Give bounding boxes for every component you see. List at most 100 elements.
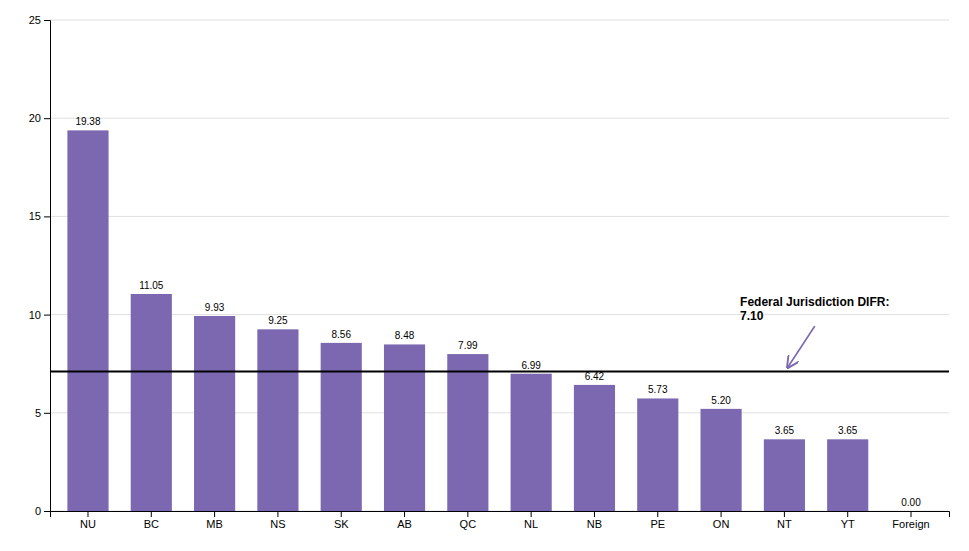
data-label: 9.93 <box>205 302 225 313</box>
data-label: 9.25 <box>268 315 288 326</box>
bar <box>701 409 742 511</box>
data-label: 5.73 <box>648 384 668 395</box>
tick: QC <box>460 511 477 530</box>
annotation-text: Federal Jurisdiction DIFR:7.10 <box>740 295 889 323</box>
tick: NB <box>587 511 602 530</box>
tick-label: MB <box>206 518 223 530</box>
tick: Foreign <box>892 511 929 530</box>
tick-label: QC <box>460 518 477 530</box>
tick: 10 <box>29 309 50 321</box>
tick: NL <box>524 511 538 530</box>
tick: 0 <box>35 505 50 517</box>
tick-mark <box>44 20 50 21</box>
tick-label: YT <box>841 518 855 530</box>
tick-label: NS <box>270 518 285 530</box>
tick-label: 25 <box>29 14 41 26</box>
tick-mark <box>721 511 722 517</box>
tick-label: Foreign <box>892 518 929 530</box>
tick-label: BC <box>144 518 159 530</box>
tick-label: PE <box>650 518 665 530</box>
tick-mark <box>531 511 532 517</box>
tick-label: 0 <box>35 505 41 517</box>
bar <box>447 354 488 511</box>
bar <box>890 511 931 512</box>
x-axis: NU BC MB NS SK AB QC NL NB PE ON NT YT Foreign <box>51 511 950 530</box>
tick-label: 20 <box>29 112 41 124</box>
tick-label: NL <box>524 518 538 530</box>
bars <box>50 130 949 511</box>
tick: SK <box>334 511 349 530</box>
tick-mark <box>44 118 50 119</box>
data-label: 5.20 <box>711 395 731 406</box>
bar <box>257 329 298 511</box>
tick: YT <box>841 511 855 530</box>
tick-mark <box>44 413 50 414</box>
tick: NU <box>80 511 96 530</box>
axis-line <box>51 512 950 518</box>
grid <box>50 20 949 511</box>
data-label: 19.38 <box>75 116 100 127</box>
grid-line <box>50 118 949 119</box>
tick: 5 <box>35 407 50 419</box>
bar <box>67 130 108 511</box>
tick-label: AB <box>397 518 412 530</box>
y-axis: 0 5 10 15 20 25 <box>29 14 51 517</box>
grid-line <box>50 412 949 413</box>
tick-mark <box>341 511 342 517</box>
tick: NT <box>777 511 792 530</box>
bar <box>764 439 805 511</box>
bar <box>384 344 425 511</box>
tick: ON <box>713 511 730 530</box>
tick-mark <box>44 216 50 217</box>
annotation-arrow <box>788 326 815 368</box>
bar <box>637 398 678 511</box>
data-label: 8.48 <box>395 330 415 341</box>
data-label: 7.99 <box>458 340 478 351</box>
tick: NS <box>270 511 285 530</box>
tick-mark <box>657 511 658 517</box>
data-label: 8.56 <box>331 329 351 340</box>
bar <box>511 374 552 511</box>
tick: 20 <box>29 112 50 124</box>
axis-line <box>44 21 51 512</box>
grid-line <box>50 216 949 217</box>
bar <box>321 343 362 511</box>
tick-label: 10 <box>29 309 41 321</box>
chart: 0 5 10 15 20 25 NU BC MB NS SK AB QC NL NB PE ON NT YT Fore… <box>0 0 969 551</box>
tick-label: NU <box>80 518 96 530</box>
tick: 15 <box>29 210 50 222</box>
data-label: 3.65 <box>775 425 795 436</box>
plot: 0 5 10 15 20 25 NU BC MB NS SK AB QC NL NB PE ON NT YT Fore… <box>29 14 950 530</box>
tick-label: SK <box>334 518 349 530</box>
tick-label: 15 <box>29 210 41 222</box>
data-label: 6.99 <box>521 360 541 371</box>
tick-mark <box>44 315 50 316</box>
tick: PE <box>650 511 665 530</box>
data-labels: 19.3811.059.939.258.568.487.996.996.425.… <box>75 116 921 508</box>
tick-mark <box>87 511 88 517</box>
tick-label: NT <box>777 518 792 530</box>
tick-mark <box>594 511 595 517</box>
reference-line <box>50 371 949 373</box>
tick-mark <box>847 511 848 517</box>
bar <box>131 294 172 511</box>
bar <box>194 316 235 511</box>
tick-mark <box>784 511 785 517</box>
tick-label: 5 <box>35 407 41 419</box>
grid-line <box>50 314 949 315</box>
tick-mark <box>277 511 278 517</box>
tick-mark <box>467 511 468 517</box>
bar <box>574 385 615 511</box>
tick-mark <box>44 511 50 512</box>
tick: MB <box>206 511 223 530</box>
tick-label: ON <box>713 518 730 530</box>
tick-mark <box>911 511 912 517</box>
bar <box>827 439 868 511</box>
tick-mark <box>214 511 215 517</box>
tick-mark <box>404 511 405 517</box>
data-label: 6.42 <box>585 371 605 382</box>
grid-line <box>50 20 949 21</box>
data-label: 3.65 <box>838 425 858 436</box>
tick: BC <box>144 511 159 530</box>
annotation: Federal Jurisdiction DIFR:7.10 <box>740 295 889 368</box>
